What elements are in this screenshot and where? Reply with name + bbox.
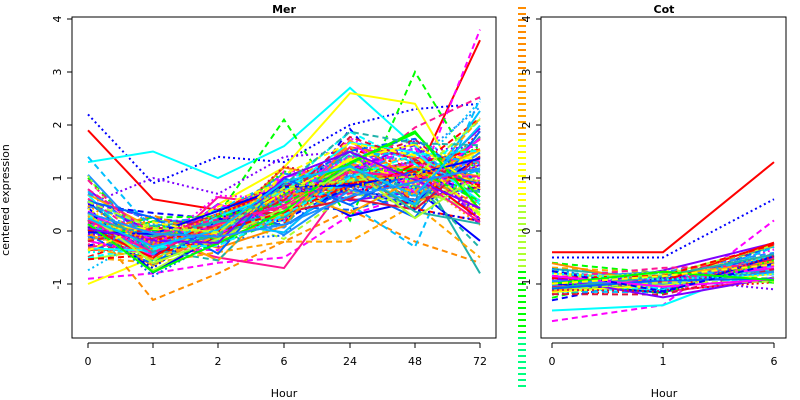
y-tick-label: 1 (51, 175, 64, 182)
series-group-mer (87, 29, 481, 302)
series-line (87, 130, 481, 253)
series-line (87, 163, 481, 244)
x-axis-cot: 0 1 6 (549, 342, 778, 368)
series-line (87, 135, 481, 243)
series-line (87, 175, 481, 269)
panel-mer: Mer -1 0 1 2 3 4 0 1 2 6 24 48 72 Hour centered exp… (0, 3, 497, 400)
series-line (87, 208, 481, 302)
series-line (87, 102, 481, 185)
series-line (551, 263, 775, 285)
series-line (87, 124, 481, 248)
y-tick-label: 4 (520, 16, 533, 23)
y-tick-label: 3 (51, 69, 64, 76)
y-axis-mer: -1 0 1 2 3 4 (51, 16, 73, 290)
y-tick-label: 0 (51, 228, 64, 235)
y-tick-label: 1 (520, 175, 533, 182)
series-line (87, 86, 481, 206)
y-tick-label: 0 (520, 228, 533, 235)
panel-title-cot: Cot (654, 3, 675, 16)
x-tick-label: 72 (473, 355, 487, 368)
series-group-cot (551, 161, 775, 323)
series-line (551, 259, 775, 295)
series-line (552, 161, 775, 254)
x-tick-label: 2 (215, 355, 222, 368)
y-tick-label: -1 (51, 279, 64, 290)
series-line (87, 159, 481, 254)
panel-cot: Cot -1 0 1 2 3 4 0 1 6 Hour (520, 3, 787, 400)
y-axis-label: centered expression (0, 144, 12, 256)
y-tick-label: 3 (520, 69, 533, 76)
y-tick-label: 2 (51, 122, 64, 129)
y-axis-cot: -1 0 1 2 3 4 (520, 16, 542, 290)
x-axis-label-cot: Hour (651, 387, 678, 400)
x-tick-label: 6 (281, 355, 288, 368)
y-tick-label: 2 (520, 122, 533, 129)
series-line (87, 145, 481, 206)
series-line (87, 117, 481, 258)
series-line (87, 163, 481, 238)
x-tick-label: 24 (343, 355, 357, 368)
series-line (87, 118, 481, 234)
series-line (87, 142, 481, 252)
x-tick-label: 48 (408, 355, 422, 368)
series-line (87, 167, 481, 238)
legend-strip (518, 7, 526, 387)
x-tick-label: 0 (549, 355, 556, 368)
series-line (551, 270, 775, 296)
series-line (87, 162, 481, 252)
series-line (87, 147, 481, 241)
x-axis-mer: 0 1 2 6 24 48 72 (85, 342, 487, 368)
series-line (87, 170, 481, 235)
panel-title-mer: Mer (272, 3, 296, 16)
series-line (551, 272, 775, 281)
series-line (552, 198, 775, 259)
series-line (87, 178, 481, 262)
x-axis-label-mer: Hour (271, 387, 298, 400)
series-line (87, 149, 481, 252)
x-tick-label: 0 (85, 355, 92, 368)
y-tick-label: 4 (51, 16, 64, 23)
x-tick-label: 1 (150, 355, 157, 368)
x-tick-label: 1 (660, 355, 667, 368)
series-line (551, 244, 775, 290)
series-line (87, 151, 481, 256)
series-line (551, 270, 775, 285)
series-line (87, 161, 481, 246)
series-line (87, 130, 481, 274)
series-line (551, 262, 775, 293)
series-line (87, 100, 481, 272)
series-line (551, 268, 775, 296)
x-tick-label: 6 (771, 355, 778, 368)
y-tick-label: -1 (520, 279, 533, 290)
series-line (87, 175, 481, 221)
series-line (87, 150, 481, 244)
series-line (551, 263, 775, 279)
